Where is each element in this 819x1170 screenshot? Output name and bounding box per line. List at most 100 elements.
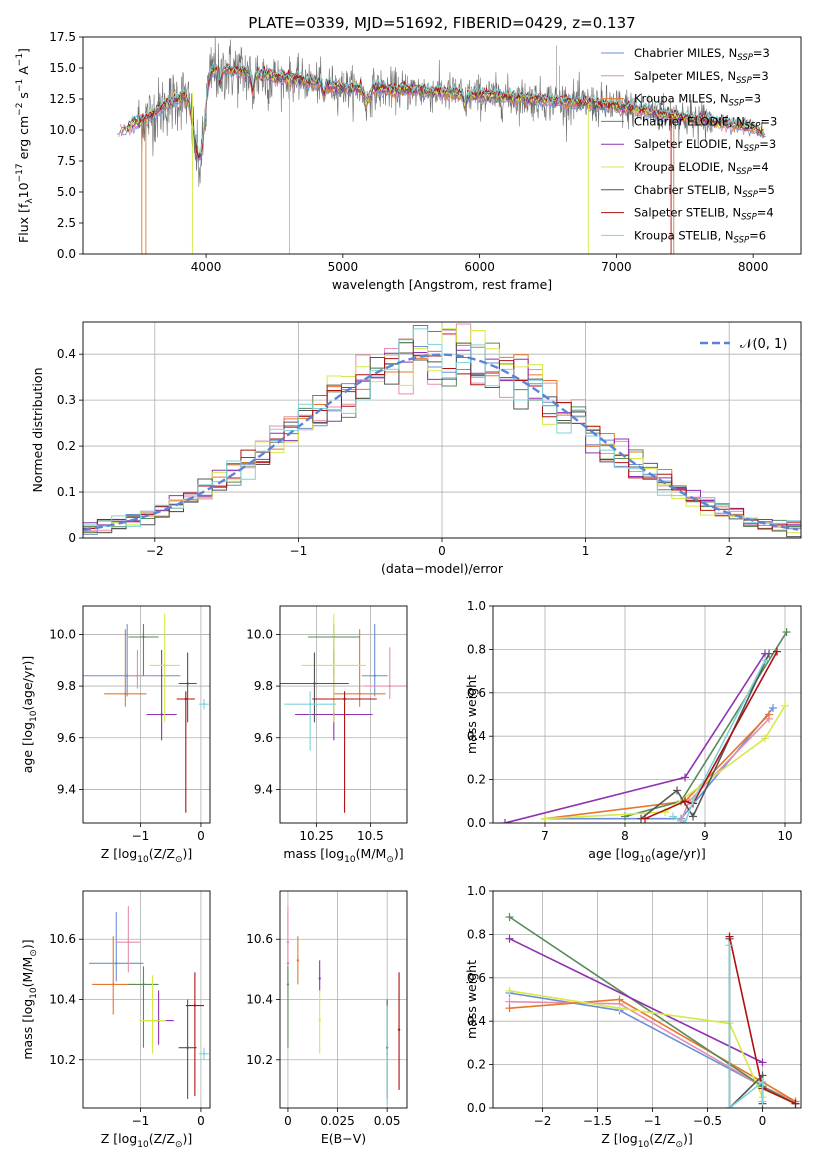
x-tick-label: 10.25 [299,829,333,843]
point-kroupa_stelib [202,702,206,706]
point-kroupa_miles [358,692,361,696]
point-chabrier_stelib [186,682,189,685]
x-tick-label: −1 [132,1114,150,1128]
y-tick-label: 0.2 [467,773,486,787]
age-vs-mass-axes: 10.25 10.5 9.4 9.6 9.8 10.0 mass [log10(M/M⊙)] [246,606,407,865]
y-tick-label: 1.0 [467,599,486,613]
x-tick-label: 1 [582,544,590,558]
weight-marker-kroupa_stelib [681,819,689,823]
residuals-legend: 𝒩(0, 1) [700,337,787,352]
x-tick-label: 7 [541,829,549,843]
y-tick-label: 5.0 [57,185,76,199]
x-axis-label: E(B−V) [321,1131,366,1146]
point-kroupa_miles [112,983,115,986]
weight-vs-age-axes: 7 8 9 10 0.0 0.2 0.4 0.6 0.8 1.0 age [log10(age/yr… [464,599,801,865]
weight-line-chabrier_miles [545,707,774,820]
mass-vs-z-plot-area [89,906,209,1099]
chart-title: PLATE=0339, MJD=51692, FIBERID=0429, z=0… [248,14,635,32]
weight-marker-salpeter_stelib [641,814,649,823]
x-axis-label: Z [log10(Z/Z⊙)] [601,1131,693,1150]
point-kroupa_stelib [308,702,312,706]
x-tick-label: 0 [759,1114,767,1128]
y-tick-label: 0.2 [467,1058,486,1072]
point-kroupa_elodie [332,664,336,667]
weight-marker-kroupa_elodie [761,734,769,743]
weight-line-kroupa_stelib [728,945,764,1108]
y-tick-label: 9.8 [254,679,273,693]
y-tick-label: 10.2 [246,1053,273,1067]
weight-line-salpeter_miles [680,718,770,822]
x-tick-label: 0 [284,1114,292,1128]
weight-marker-chabrier_stelib [673,786,681,795]
point-chabrier_stelib [313,682,316,685]
y-tick-label: 2.5 [57,216,76,230]
age-vs-z-axes: −1 0 9.4 9.6 9.8 10.0 Z [log10(Z/Z⊙)] age [log1… [20,606,210,865]
weight-marker-chabrier_stelib [765,649,773,658]
weight-marker-kroupa_stelib [669,812,677,821]
x-tick-label: −2 [146,544,164,558]
spectrum-axes: 4000 5000 6000 7000 8000 0.0 2.5 5.0 7.5 10.0 12.5… [15,30,768,292]
y-tick-label: 9.4 [57,782,76,796]
weight-marker-kroupa_elodie [505,986,514,995]
y-tick-label: 0.3 [57,393,76,407]
y-tick-label: 10.4 [49,993,76,1007]
legend-entry: 𝒩(0, 1) [740,337,787,352]
x-tick-label: 0 [438,544,446,558]
weight-line-kroupa_stelib [672,659,766,823]
weight-marker-kroupa_stelib [758,1077,767,1086]
x-tick-label: 0 [197,829,205,843]
y-tick-label: 0.2 [57,439,76,453]
point-chabrier_elodie [286,983,290,986]
y-tick-label: 1.0 [467,884,486,898]
x-tick-label: 10.5 [357,829,384,843]
point-chabrier_miles [115,962,118,965]
y-tick-label: 0.4 [467,729,486,743]
x-tick-label: −1 [290,544,308,558]
y-tick-label: 10.4 [246,993,273,1007]
point-kroupa_stelib [385,1052,389,1055]
point-salpeter_stelib [193,1004,197,1007]
y-tick-label: 7.5 [57,154,76,168]
y-tick-label: 0.0 [467,816,486,830]
weight-marker-salpeter_stelib [725,932,734,941]
weight-line-kroupa_miles [544,713,770,820]
y-tick-label: 0.6 [467,971,486,985]
y-tick-label: 15.0 [49,61,76,75]
x-tick-label: 0.025 [320,1114,354,1128]
y-tick-label: 0.1 [57,485,76,499]
y-tick-label: 0.4 [467,1014,486,1028]
normal-curve [83,353,799,532]
y-tick-label: 10.2 [49,1053,76,1067]
x-axis-label: Z [log10(Z/Z⊙)] [101,1131,193,1150]
y-tick-label: 10.0 [246,627,273,641]
point-salpeter_elodie [318,977,321,980]
y-axis-label: mass [log10(M/M⊙)] [20,939,39,1059]
y-tick-label: 0.8 [467,642,486,656]
weight-marker-chabrier_elodie [505,913,514,922]
x-tick-label: 10 [777,829,792,843]
legend-entry: Kroupa ELODIE, NSSP=4 [634,160,769,177]
weight-marker-kroupa_stelib [689,797,697,806]
y-tick-label: 9.6 [57,731,76,745]
model-line-kroupa_stelib [129,61,762,155]
x-axis-label: mass [log10(M/M⊙)] [283,846,403,865]
y-tick-label: 17.5 [49,30,76,44]
weight-line-salpeter_stelib [644,651,778,820]
weight-line-kroupa_elodie [544,705,786,820]
weight-marker-salpeter_elodie [758,1058,767,1067]
weight-line-salpeter_miles [509,1000,796,1103]
weight-marker-chabrier_stelib [689,812,697,821]
y-tick-label: 10.6 [49,932,76,946]
weight-marker-salpeter_stelib [773,647,781,656]
x-tick-label: 0 [197,1114,205,1128]
x-tick-label: 2 [725,544,733,558]
point-kroupa_elodie [151,1019,154,1022]
spectrum-frame [82,36,802,255]
point-salpeter_miles [136,674,139,677]
x-tick-label: −1.5 [583,1114,612,1128]
y-tick-label: 10.0 [49,627,76,641]
mass-vs-z-axes: −1 0 10.2 10.4 10.6 Z [log10(Z/Z⊙)] mass [log1… [20,891,210,1150]
point-salpeter_elodie [160,713,163,716]
x-tick-label: 8 [621,829,629,843]
weight-marker-salpeter_stelib [791,1099,800,1108]
